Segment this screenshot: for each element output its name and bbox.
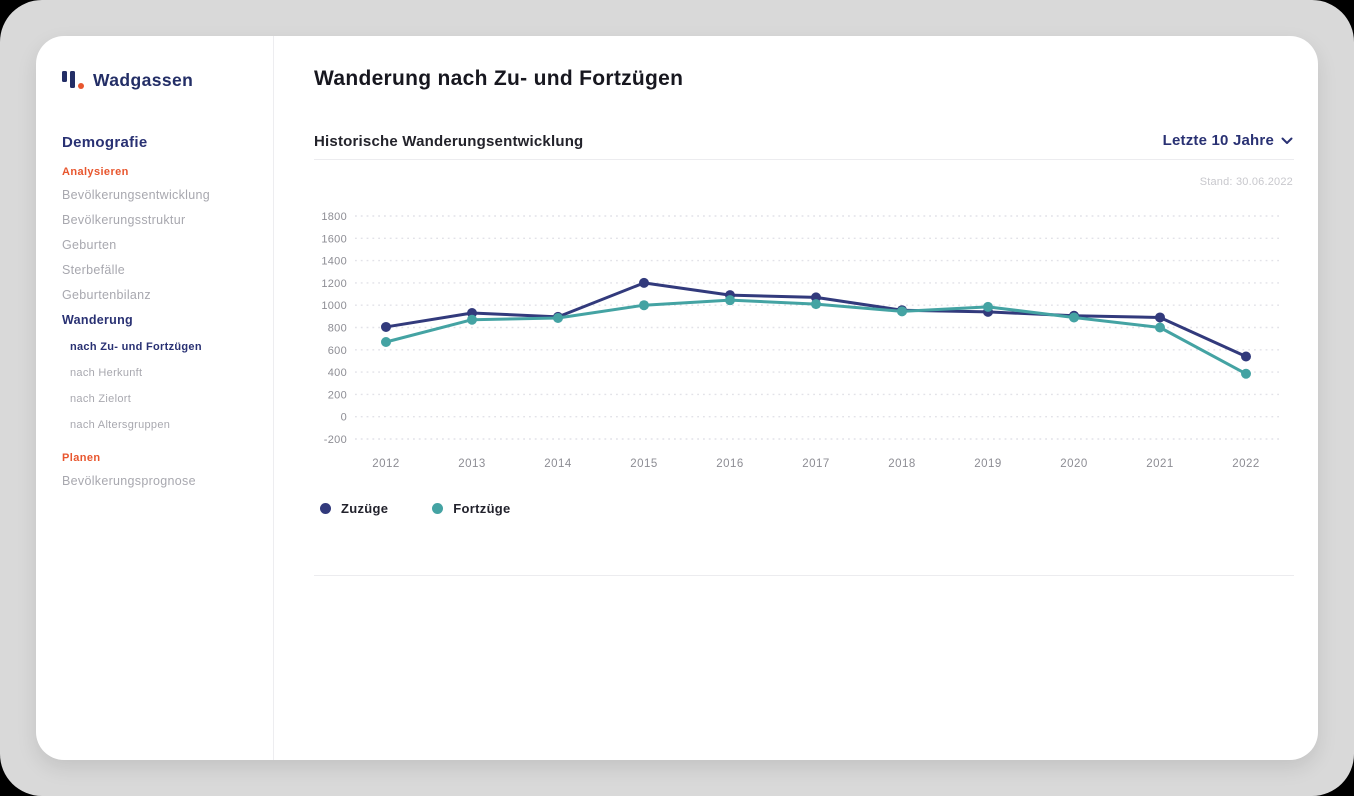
sidebar-item-nach-altersgruppen[interactable]: nach Altersgruppen	[70, 418, 273, 432]
sidebar-group-label-analysieren: Analysieren	[62, 166, 273, 178]
sidebar-item-nach-zielort[interactable]: nach Zielort	[70, 392, 273, 406]
range-selector-label: Letzte 10 Jahre	[1163, 132, 1274, 149]
chart-legend: Zuzüge Fortzüge	[320, 501, 511, 516]
chevron-down-icon	[1281, 137, 1293, 145]
sidebar-item-nach-herkunft[interactable]: nach Herkunft	[70, 366, 273, 380]
svg-text:2016: 2016	[716, 458, 744, 470]
svg-text:1400: 1400	[321, 256, 347, 268]
legend-item-fortz-ge[interactable]: Fortzüge	[432, 501, 510, 516]
page-title: Wanderung nach Zu- und Fortzügen	[314, 67, 683, 91]
legend-label: Zuzüge	[341, 501, 388, 516]
svg-text:2018: 2018	[888, 458, 916, 470]
svg-text:2013: 2013	[458, 458, 486, 470]
svg-text:400: 400	[328, 367, 347, 379]
svg-text:600: 600	[328, 345, 347, 357]
legend-dot-icon	[320, 503, 331, 514]
svg-text:1200: 1200	[321, 278, 347, 290]
brand-logo[interactable]: Wadgassen	[62, 70, 273, 91]
sidebar: Wadgassen Demografie Analysieren Bevölker…	[36, 36, 274, 760]
svg-text:800: 800	[328, 323, 347, 335]
svg-text:-200: -200	[324, 434, 347, 446]
svg-text:2015: 2015	[630, 458, 658, 470]
brand-name: Wadgassen	[93, 70, 193, 91]
legend-item-zuz-ge[interactable]: Zuzüge	[320, 501, 388, 516]
logo-dot-icon	[78, 83, 84, 89]
sidebar-item-sterbef-lle[interactable]: Sterbefälle	[62, 263, 273, 278]
logo-bars-icon	[62, 71, 84, 90]
app-frame: Wadgassen Demografie Analysieren Bevölker…	[0, 0, 1354, 796]
sidebar-group-label-planen: Planen	[62, 452, 273, 464]
bottom-divider	[314, 575, 1294, 576]
sidebar-heading: Demografie	[62, 134, 273, 151]
migration-chart[interactable]: 1800 1600 1400 1200 1000 800 600 400 200 0 -200 201…	[318, 205, 1300, 478]
svg-text:1600: 1600	[321, 233, 347, 245]
svg-text:0: 0	[341, 412, 347, 424]
section-divider	[314, 159, 1294, 160]
main-content: Wanderung nach Zu- und Fortzügen Histori…	[274, 36, 1318, 760]
svg-text:2021: 2021	[1146, 458, 1174, 470]
sidebar-item-bev-lkerungsentwicklung[interactable]: Bevölkerungsentwicklung	[62, 188, 273, 203]
svg-text:200: 200	[328, 389, 347, 401]
svg-text:2017: 2017	[802, 458, 830, 470]
legend-dot-icon	[432, 503, 443, 514]
svg-text:1800: 1800	[321, 211, 347, 223]
svg-text:2014: 2014	[544, 458, 572, 470]
sidebar-item-bev-lkerungsprognose[interactable]: Bevölkerungsprognose	[62, 474, 273, 489]
svg-text:2022: 2022	[1232, 458, 1260, 470]
status-date: Stand: 30.06.2022	[1200, 176, 1293, 188]
sidebar-item-nach-zu-und-fortz-gen[interactable]: nach Zu- und Fortzügen	[70, 340, 273, 354]
range-selector-dropdown[interactable]: Letzte 10 Jahre	[1163, 132, 1293, 149]
sidebar-nav: Analysieren Bevölkerungsentwicklung Bevölk…	[36, 166, 273, 489]
svg-text:2012: 2012	[372, 458, 400, 470]
sidebar-item-wanderung[interactable]: Wanderung	[62, 313, 273, 328]
legend-label: Fortzüge	[453, 501, 510, 516]
app-card: Wadgassen Demografie Analysieren Bevölker…	[36, 36, 1318, 760]
section-title: Historische Wanderungsentwicklung	[314, 133, 583, 150]
svg-text:2019: 2019	[974, 458, 1002, 470]
svg-text:1000: 1000	[321, 300, 347, 312]
sidebar-item-bev-lkerungsstruktur[interactable]: Bevölkerungsstruktur	[62, 213, 273, 228]
sidebar-item-geburtenbilanz[interactable]: Geburtenbilanz	[62, 288, 273, 303]
sidebar-item-geburten[interactable]: Geburten	[62, 238, 273, 253]
svg-text:2020: 2020	[1060, 458, 1088, 470]
